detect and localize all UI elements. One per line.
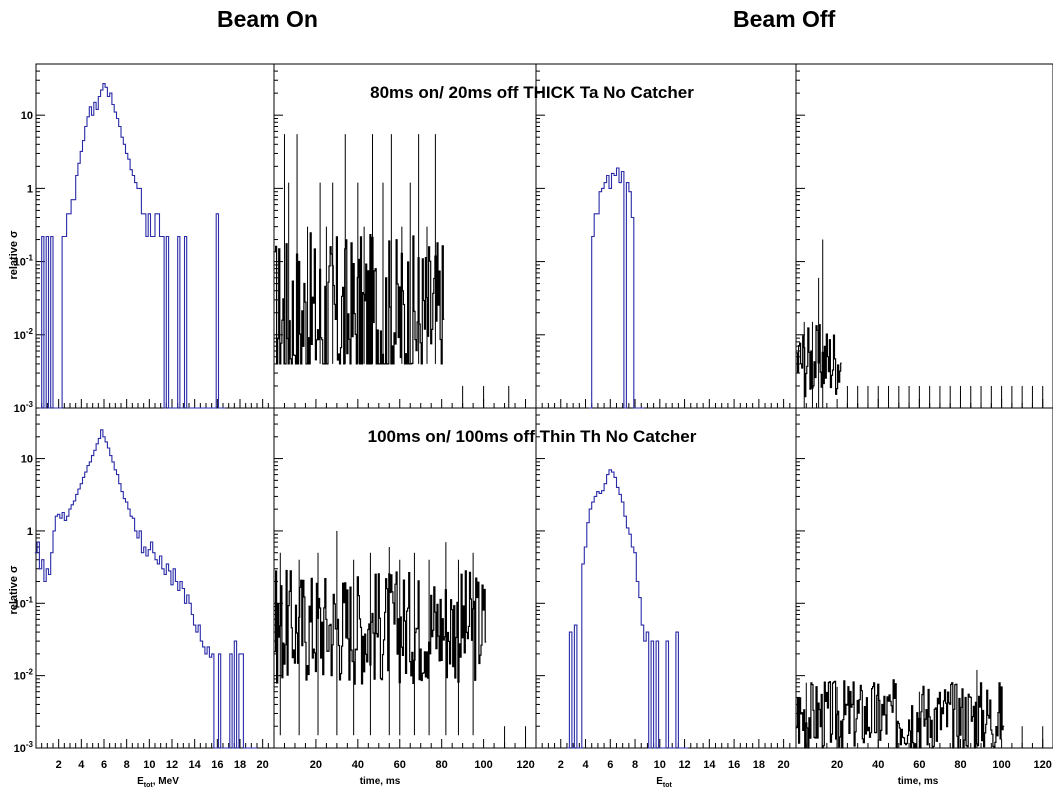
y-tick-label: 1 [27, 526, 33, 538]
x-tick-label: 18 [234, 759, 246, 771]
x-tick-label: 80 [954, 759, 966, 771]
x-tick-label: 20 [257, 759, 269, 771]
x-axis-label: time, ms [898, 776, 939, 787]
y-tick-label: 10-1 [14, 595, 34, 610]
row-title: 80ms on/ 20ms off THICK Ta No Catcher [370, 83, 694, 102]
x-tick-label: 20 [777, 759, 789, 771]
x-tick-label: 20 [831, 759, 843, 771]
x-tick-label: 14 [703, 759, 716, 771]
energy-histogram-line [567, 469, 689, 749]
x-tick-label: 60 [913, 759, 925, 771]
row-title: 100ms on/ 100ms off Thin Th No Catcher [368, 427, 697, 446]
energy-histogram-line [39, 83, 226, 409]
y-axis-label: relative σ [8, 230, 20, 280]
x-tick-label: 12 [678, 759, 690, 771]
y-tick-label: 10-3 [14, 740, 34, 755]
y-tick-label: 10-2 [14, 327, 34, 342]
x-tick-label: 6 [607, 759, 613, 771]
panel-frame-r2-c1 [35, 407, 275, 749]
x-tick-label: 60 [394, 759, 406, 771]
x-tick-label: 2 [56, 759, 62, 771]
x-tick-label: 100 [992, 759, 1010, 771]
x-tick-label: 16 [728, 759, 740, 771]
x-tick-label: 4 [78, 759, 85, 771]
x-tick-label: 4 [582, 759, 589, 771]
x-tick-label: 12 [166, 759, 178, 771]
x-tick-label: 40 [872, 759, 884, 771]
x-tick-label: 100 [474, 759, 492, 771]
y-tick-label: 10-3 [14, 400, 34, 415]
panel-frame-r2-c4 [795, 407, 1053, 749]
energy-histogram-line [34, 429, 257, 749]
panel-frame-r2-c2 [273, 407, 537, 749]
beam-off-title: Beam Off [733, 6, 836, 32]
x-tick-label: 14 [189, 759, 202, 771]
x-tick-label: 8 [632, 759, 638, 771]
x-tick-label: 6 [101, 759, 107, 771]
x-axis-label: Etot, MeV [137, 776, 179, 789]
y-tick-label: 10-1 [14, 254, 34, 269]
time-histogram-line [274, 569, 487, 685]
energy-histogram-line [589, 167, 644, 409]
x-tick-label: 10 [654, 759, 666, 771]
y-axis-label: relative σ [8, 565, 20, 615]
y-tick-label: 10 [21, 454, 33, 466]
x-tick-label: 120 [516, 759, 534, 771]
x-tick-label: 8 [124, 759, 130, 771]
x-tick-label: 16 [211, 759, 223, 771]
beam-on-title: Beam On [217, 6, 318, 32]
x-tick-label: 120 [1034, 759, 1052, 771]
x-tick-label: 40 [352, 759, 364, 771]
x-tick-label: 18 [753, 759, 765, 771]
y-tick-label: 1 [27, 183, 33, 195]
x-axis-label: time, ms [360, 776, 401, 787]
time-histogram-line [274, 232, 445, 365]
x-tick-label: 2 [558, 759, 564, 771]
y-tick-label: 10-2 [14, 668, 34, 683]
x-axis-label: Etot [656, 776, 672, 789]
panel-frame-r1-c3 [535, 63, 797, 409]
x-tick-label: 80 [436, 759, 448, 771]
time-histogram-line [796, 679, 1005, 749]
x-tick-label: 10 [143, 759, 155, 771]
x-tick-label: 20 [310, 759, 322, 771]
y-tick-label: 10 [21, 110, 33, 122]
